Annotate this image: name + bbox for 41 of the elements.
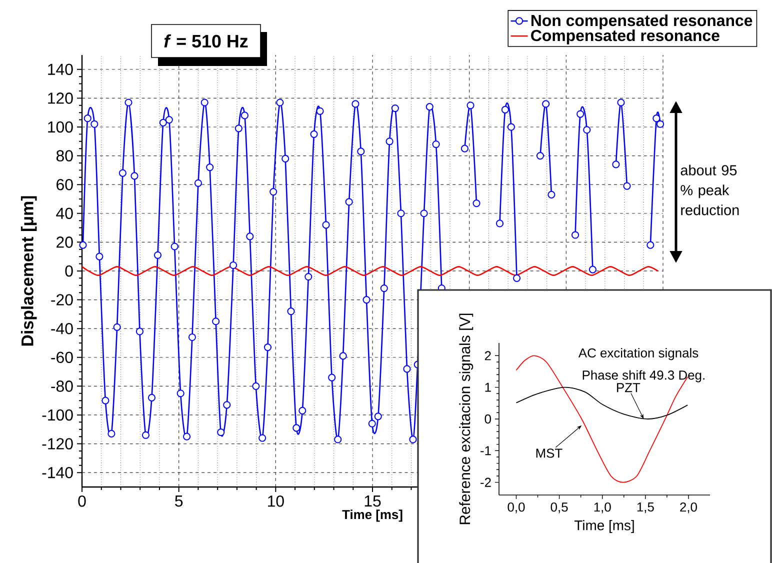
text: about 95 % peak reduction: [680, 164, 739, 216]
x-tick-label: 10: [268, 496, 284, 507]
y-tick-label: 20: [56, 236, 73, 248]
y-tick-label: -1: [480, 446, 491, 456]
x-tick-label: 2,0: [680, 502, 697, 514]
y-tick-label: 100: [48, 121, 73, 133]
x-axis-title: Time [ms]: [342, 510, 402, 522]
annotation: PZT: [617, 383, 640, 392]
y-tick-label: 80: [56, 150, 73, 162]
text: f = 510 Hz: [164, 34, 248, 48]
legend-label: Non compensated resonance: [531, 14, 752, 30]
y-tick-label: -20: [51, 294, 73, 306]
x-tick-label: 0: [78, 496, 86, 507]
y-tick-label: 0: [65, 265, 73, 277]
annotation: MST: [536, 448, 562, 458]
x-tick-label: 1,5: [637, 502, 654, 514]
annotation: AC excitation signals: [578, 348, 698, 360]
x-tick-label: 0,5: [550, 502, 568, 514]
y-tick-label: 40: [56, 208, 73, 220]
y-tick-label: 2: [484, 351, 491, 360]
x-tick-label: 1,0: [594, 502, 611, 514]
y-tick-label: -80: [51, 380, 73, 392]
y-tick-label: 60: [56, 178, 73, 190]
x-axis-title: Time [ms]: [574, 520, 634, 534]
y-tick-label: 0: [484, 414, 491, 424]
y-tick-label: -120: [42, 438, 73, 450]
y-tick-label: 1: [485, 382, 491, 392]
y-tick-label: -2: [480, 478, 491, 487]
annotation: Phase shift 49.3 Deg.: [582, 370, 704, 382]
y-tick-label: -100: [42, 409, 73, 421]
y-tick-label: -40: [51, 322, 73, 334]
x-tick-label: 0,0: [508, 502, 525, 514]
y-axis-title: Displacement [μm]: [20, 196, 37, 346]
y-tick-label: -60: [51, 352, 73, 364]
y-tick-label: 120: [48, 92, 73, 104]
y-axis-title: Reference excitacion signals [V]: [459, 314, 474, 524]
legend-label: Compensated resonance: [531, 29, 720, 44]
x-tick-label: 15: [364, 496, 381, 507]
y-tick-label: -140: [42, 466, 73, 478]
x-tick-label: 5: [175, 496, 183, 507]
y-tick-label: 140: [48, 64, 73, 76]
